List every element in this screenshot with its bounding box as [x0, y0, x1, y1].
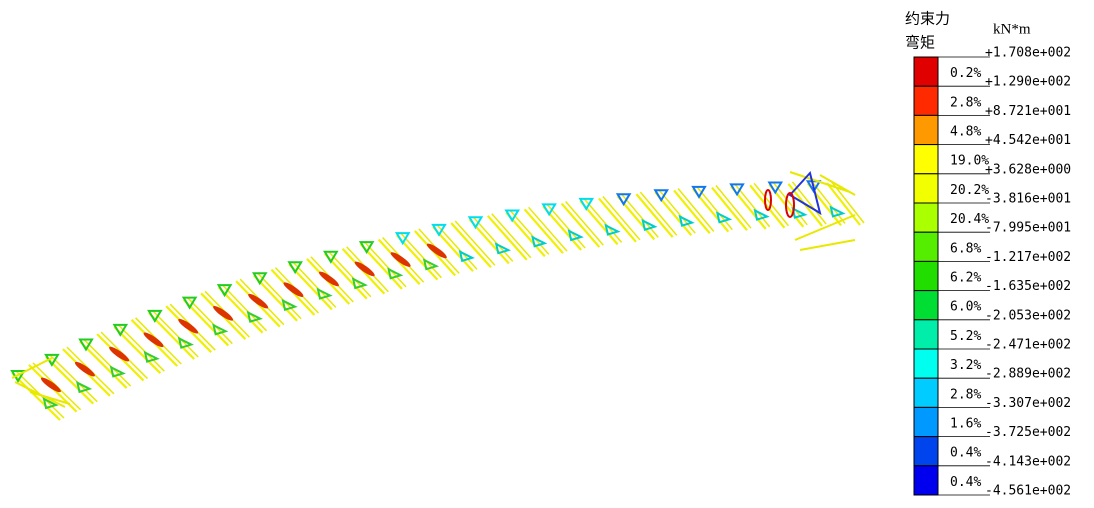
band-percent: 19.0%: [950, 154, 989, 169]
level-label: -1.217e+002: [985, 250, 1071, 265]
level-label: -4.143e+002: [985, 454, 1071, 469]
band-percent: 20.2%: [950, 183, 989, 198]
band-percent: 2.8%: [950, 95, 981, 110]
support: [831, 207, 843, 216]
band-percent: 1.6%: [950, 417, 981, 432]
legend-title: 弯矩: [905, 34, 935, 51]
band-percent: 6.8%: [950, 241, 981, 256]
level-label: +1.708e+002: [985, 46, 1071, 61]
legend-band: [914, 86, 938, 115]
band-percent: 2.8%: [950, 387, 981, 402]
rib: [50, 355, 97, 402]
hotspot: [39, 376, 62, 395]
legend-title: 约束力: [905, 10, 950, 27]
legend-unit: kN*m: [993, 21, 1031, 37]
rib: [84, 340, 131, 387]
hotspot: [317, 270, 340, 289]
rib: [188, 298, 233, 344]
level-label: +3.628e+000: [985, 162, 1071, 177]
band-percent: 6.0%: [950, 300, 981, 315]
hotspot: [73, 360, 96, 379]
level-label: -4.561e+002: [985, 484, 1071, 499]
legend-band: [914, 232, 938, 261]
legend-band: [914, 378, 938, 407]
band-percent: 6.2%: [950, 271, 981, 286]
hotspot: [786, 193, 794, 217]
screen: 约束力 弯矩 kN*m 0.2% 2.8% 4.8% 19.0% 20.2% 20.4% 6…: [0, 0, 1094, 508]
level-label: -3.816e+001: [985, 192, 1071, 207]
legend-band: [914, 57, 938, 86]
legend-band: [914, 174, 938, 203]
level-label: +4.542e+001: [985, 133, 1071, 148]
legend-band: [914, 145, 938, 174]
hotspot: [108, 345, 131, 364]
level-label: -3.725e+002: [985, 425, 1071, 440]
rib: [153, 311, 198, 357]
rib: [223, 285, 267, 331]
hotspot: [389, 250, 412, 269]
level-label: -3.307e+002: [985, 396, 1071, 411]
hotspot: [247, 292, 270, 311]
band-percent: 4.8%: [950, 125, 981, 140]
legend-band: [914, 291, 938, 320]
model-view: 约束力 弯矩 kN*m 0.2% 2.8% 4.8% 19.0% 20.2% 20.4% 6…: [0, 0, 1094, 508]
legend-band: [914, 203, 938, 232]
legend-band: [914, 407, 938, 436]
band-percent: 0.2%: [950, 66, 981, 81]
hotspot: [177, 317, 200, 336]
rib: [712, 188, 747, 231]
band-percent: 3.2%: [950, 358, 981, 373]
band-percent: 20.4%: [950, 212, 989, 227]
level-label: -1.635e+002: [985, 279, 1071, 294]
support: [755, 211, 767, 220]
level-label: +1.290e+002: [985, 75, 1071, 90]
rib: [118, 325, 164, 371]
level-label: -7.995e+001: [985, 221, 1071, 236]
hotspot: [212, 304, 235, 323]
band-percent: 5.2%: [950, 329, 981, 344]
hotspot: [282, 280, 305, 299]
hotspot: [353, 260, 376, 279]
legend-band: [914, 115, 938, 144]
legend: 约束力 弯矩 kN*m 0.2% 2.8% 4.8% 19.0% 20.2% 20.4% 6…: [905, 10, 1071, 498]
level-label: -2.053e+002: [985, 308, 1071, 323]
level-label: -2.471e+002: [985, 338, 1071, 353]
structure-model: [12, 172, 864, 420]
hotspot: [142, 330, 165, 349]
level-label: -2.889e+002: [985, 367, 1071, 382]
legend-band: [914, 437, 938, 466]
band-percent: 0.4%: [950, 446, 981, 461]
legend-band: [914, 349, 938, 378]
hotspot: [425, 242, 448, 261]
legend-band: [914, 320, 938, 349]
legend-band: [914, 261, 938, 290]
level-label: +8.721e+001: [985, 104, 1071, 119]
legend-band: [914, 466, 938, 495]
band-percent: 0.4%: [950, 475, 981, 490]
